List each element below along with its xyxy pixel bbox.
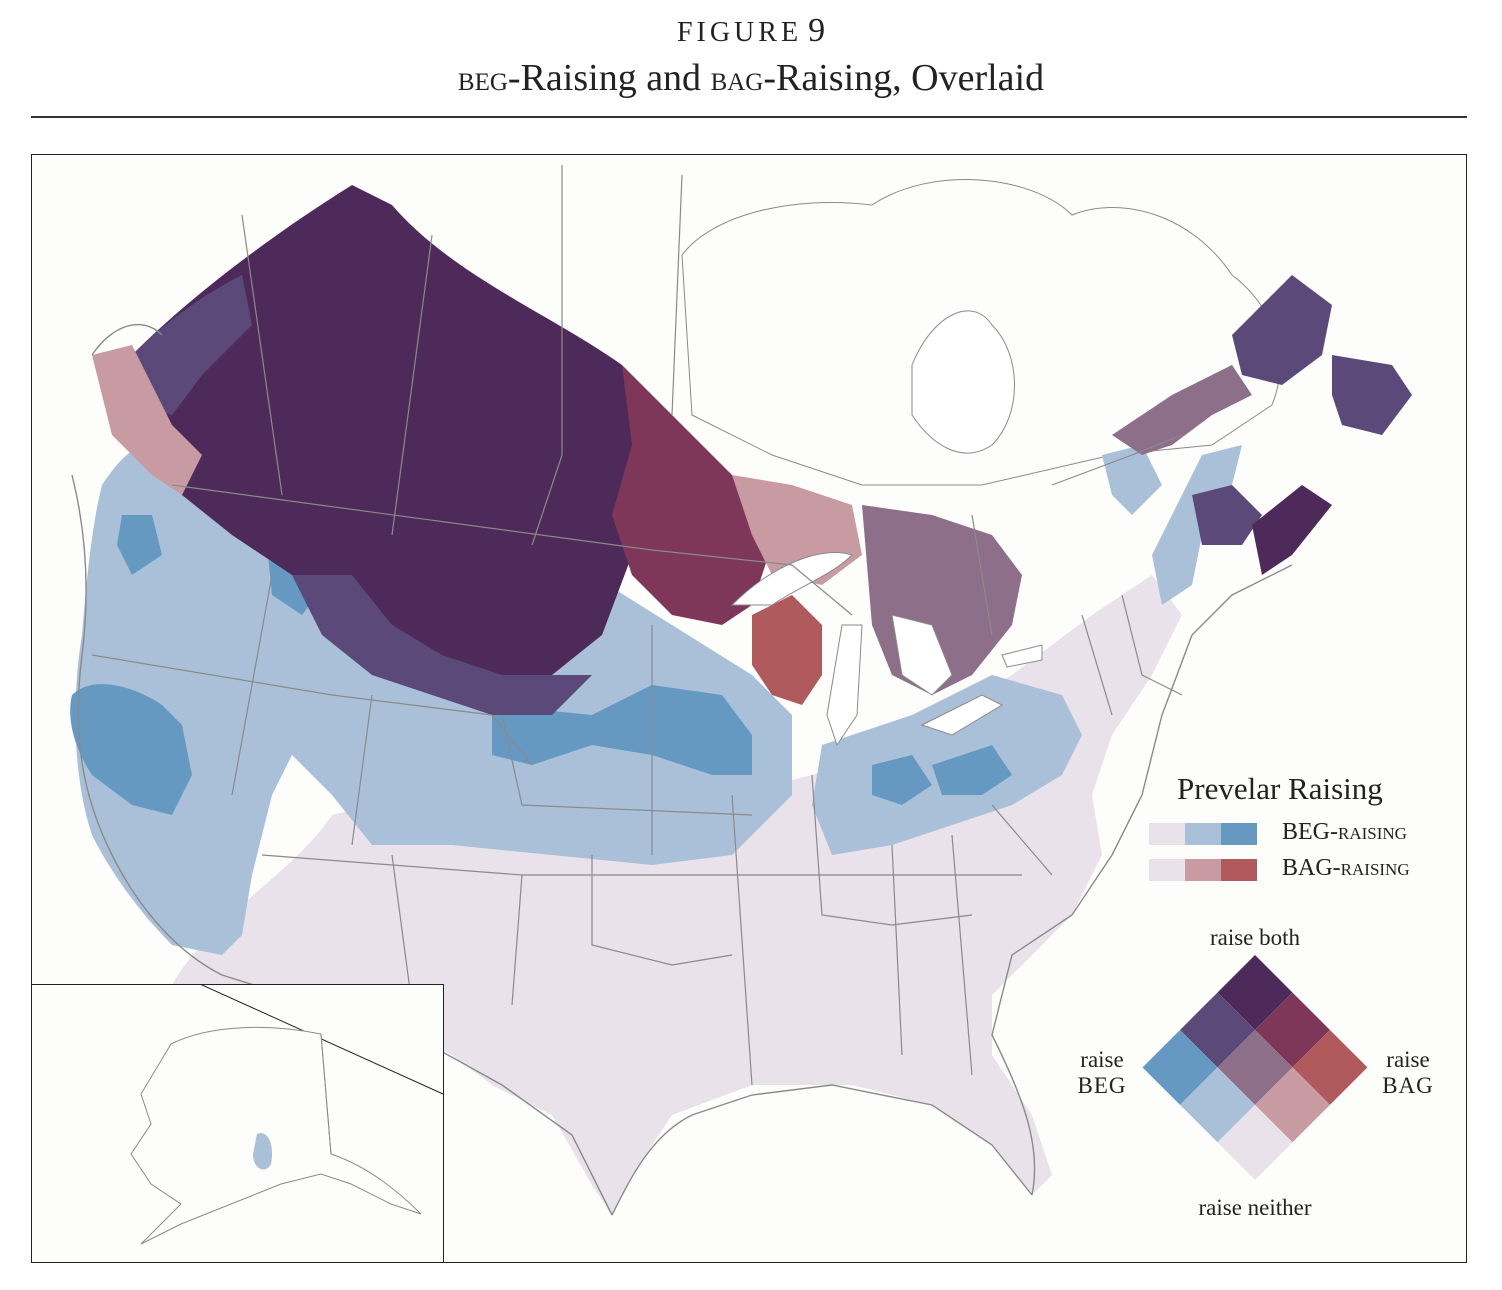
region-beg-high-plains [492,685,752,775]
figure-label-word: FIGURE [676,17,803,48]
title-part1: -Raising and [507,57,711,99]
region-mixed-quebec [1112,365,1252,455]
title-bag: BAG [710,58,764,98]
bivariate-key-cell [1217,955,1293,1030]
legend-title: Prevelar Raising [1177,771,1383,806]
figure-title: BEG-Raising and BAG-Raising, Overlaid [0,56,1502,100]
region-beg-mid-west [75,442,792,956]
legend-swatch-beg-none [1149,823,1185,845]
lake-superior [730,551,853,606]
legend-label-beg-text: BEG-raising [1282,819,1407,845]
figure-label: FIGURE 9 [0,12,1502,50]
legend-label-bag: BAG-raising [1282,855,1410,882]
region-both-mid-labrador [1232,275,1332,385]
lake-erie [920,694,1004,736]
region-both-mid-maritimes [1192,485,1262,545]
region-beg-high-ohio [872,755,932,805]
region-both-high-west-canada [132,185,652,675]
title-part2: -Raising, Overlaid [763,57,1045,99]
alaska-inset [31,984,444,1263]
legend-label-bag-text: BAG-raising [1282,855,1410,881]
key-label-raise-bag-word: raise [1386,1047,1430,1072]
hudson-bay [911,310,1015,454]
figure-number: 9 [808,12,826,49]
region-bag-high-wisconsin [752,595,822,705]
key-label-raise-beg-word: raise [1080,1047,1124,1072]
region-both-mid-bc [132,275,252,415]
region-beg-mid-northeast [1152,445,1242,605]
region-beg-mid-quebec [1102,445,1162,515]
key-label-raise-neither: raise neither [1198,1195,1312,1220]
map-frame: Prevelar Raising BEG-raising BAG-raising… [31,154,1467,1263]
legend-swatch-bag-none [1149,859,1185,881]
key-label-raise-bag: raise BAG [1368,1047,1448,1099]
legend-label-beg: BEG-raising [1282,819,1407,846]
map-canvas [70,165,1412,1216]
legend-swatch-beg-mid [1185,823,1221,845]
key-label-beg: BEG [1077,1073,1127,1098]
title-rule [31,116,1467,118]
region-bag-mid-bc [92,345,202,495]
political-borders [91,165,1183,1086]
bivariate-key [1142,955,1368,1180]
lake-ontario [1001,644,1043,668]
legend-swatch-bag-mid [1185,859,1221,881]
alaska-beg-region [253,1133,273,1170]
coastline [71,324,1293,1216]
region-both-mid-newfoundland [1332,355,1412,435]
bivariate-key-cell [1217,1104,1293,1180]
legend-swatch-bag-high [1221,859,1257,881]
region-beg-high-california [70,684,192,815]
bivariate-key-cell [1217,1029,1293,1105]
region-both-high-novascotia [1252,485,1332,575]
region-beg-high-pennsylvania [932,745,1012,795]
key-label-bag: BAG [1382,1073,1434,1098]
region-both-mid-periphery [292,575,592,715]
alaska-outline [130,1026,422,1245]
title-beg: BEG [457,58,508,98]
lake-huron [891,614,953,696]
region-beg-high-pacnw [117,515,162,575]
region-both-mid-bag-prairies [612,365,772,625]
lake-michigan [826,624,863,747]
legend-swatch-beg-high [1221,823,1257,845]
key-label-raise-beg: raise BEG [1062,1047,1142,1099]
key-label-raise-both: raise both [1209,925,1301,950]
